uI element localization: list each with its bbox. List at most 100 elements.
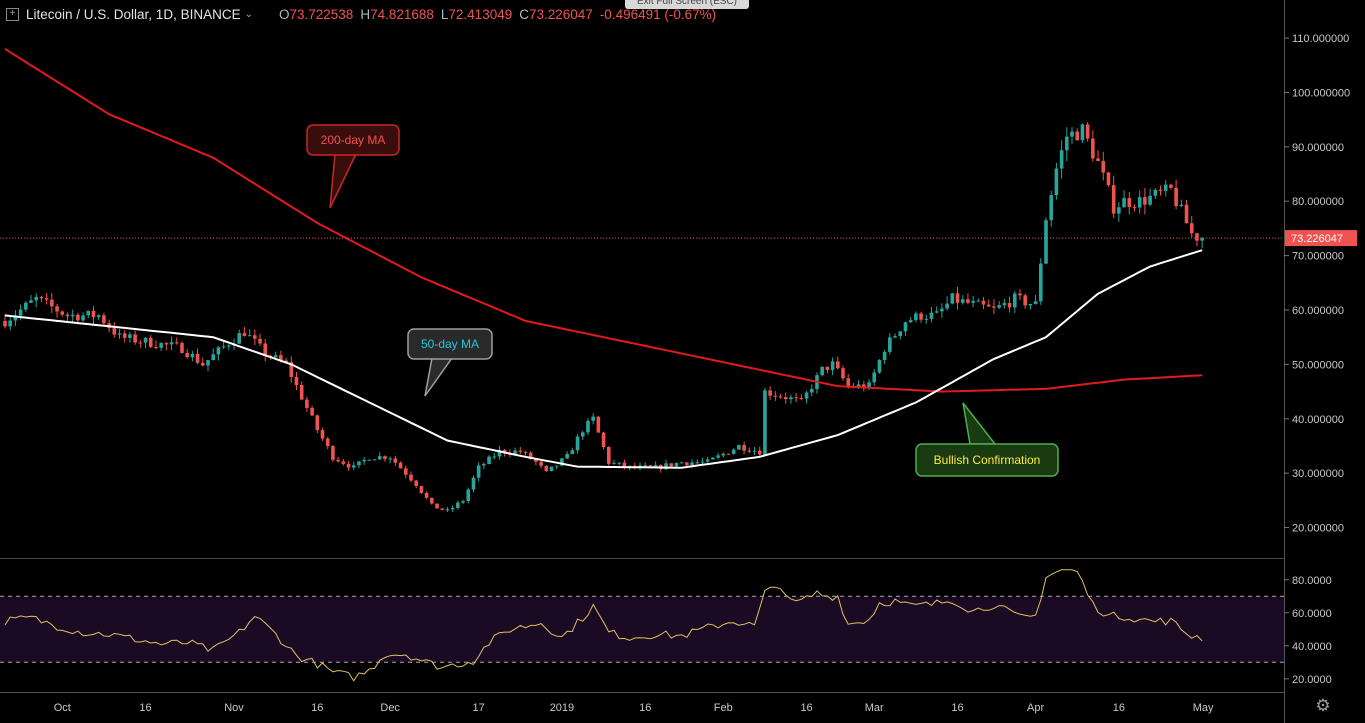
candle-body (763, 390, 767, 455)
candle-body (169, 342, 174, 345)
open-value: 73.722538 (289, 6, 354, 22)
candle-body (424, 492, 429, 498)
candle-body (643, 465, 648, 467)
candle-body (919, 313, 923, 320)
candle-body (966, 299, 970, 303)
candle-body (757, 450, 762, 455)
candle-body (789, 397, 793, 400)
candle-body (133, 334, 137, 343)
candle-body (372, 459, 377, 461)
candle-body (367, 459, 372, 461)
candle-body (617, 462, 621, 464)
candle-body (403, 468, 408, 475)
ma50-path (4, 249, 1203, 469)
candle-body (997, 305, 1001, 308)
candle-body (1174, 187, 1178, 207)
exit-fullscreen-button[interactable]: Exit Full Screen (ESC) (625, 0, 749, 9)
candle-body (872, 372, 877, 383)
candle-body (554, 465, 559, 467)
axes: 73.226047 110.000000 100.000000 90.000000 80… (54, 33, 1357, 714)
symbol-title[interactable]: Litecoin / U.S. Dollar, 1D, BINANCE (26, 6, 241, 22)
candle-body (955, 293, 960, 303)
candle-body (91, 310, 96, 318)
candle-body (622, 462, 627, 467)
candle-body (705, 459, 710, 462)
candle-body (159, 343, 163, 348)
candle-body (700, 461, 705, 463)
candle-body (679, 462, 684, 464)
candle-body (216, 347, 221, 355)
candle-body (393, 458, 398, 463)
candle-body (752, 450, 757, 452)
candle-body (570, 450, 575, 455)
candle-body (726, 453, 731, 455)
candle-body (29, 300, 33, 303)
candle-body (435, 503, 439, 509)
chevron-down-icon[interactable]: ⌄ (244, 8, 253, 20)
candle-body (96, 315, 101, 318)
candle-body (8, 320, 13, 327)
price-tick-label: 70.000000 (1292, 251, 1344, 263)
time-tick-label: 16 (639, 702, 651, 714)
candle-body (1111, 185, 1116, 214)
candle-body (1143, 197, 1147, 205)
candle-body (128, 334, 132, 338)
price-tick-label: 40.000000 (1292, 414, 1344, 426)
candle-body (362, 459, 366, 462)
candle-body (1018, 293, 1022, 296)
candle-body (1106, 172, 1111, 186)
candle-body (1148, 195, 1152, 205)
candle-body (143, 337, 148, 343)
candle-body (1023, 295, 1027, 306)
close-value: 73.226047 (528, 6, 593, 22)
annotation-label: 50-day MA (421, 337, 479, 351)
time-tick-label: 16 (800, 702, 812, 714)
candle-body (44, 298, 49, 300)
candle-body (1059, 150, 1064, 169)
candle-body (867, 382, 871, 389)
candle-body (148, 337, 153, 347)
candle-body (862, 384, 866, 389)
rsi-path (4, 569, 1203, 682)
candle-body (674, 463, 679, 467)
candle-body (65, 314, 70, 317)
candle-body (284, 360, 288, 363)
candle-body (341, 461, 346, 464)
candle-body (1012, 293, 1017, 308)
candle-body (591, 416, 595, 421)
candle-body (70, 314, 75, 317)
candle-body (3, 320, 7, 327)
price-tick-label: 20.000000 (1292, 523, 1344, 535)
rsi-tick-label: 20.0000 (1292, 674, 1332, 686)
time-tick-label: 2019 (550, 702, 574, 714)
annotation-box (915, 443, 1059, 477)
candle-body (325, 438, 330, 447)
candle-body (497, 449, 502, 457)
candle-body (549, 466, 554, 472)
candle-body (580, 432, 585, 437)
annotation-pointer (329, 153, 358, 209)
candle-body (461, 501, 465, 503)
time-tick-label: 16 (311, 702, 323, 714)
candle-body (388, 458, 392, 460)
plus-icon[interactable]: + (6, 7, 19, 21)
candle-body (185, 353, 189, 358)
candle-body (39, 296, 44, 299)
candle-body (846, 378, 851, 386)
candle-body (669, 463, 674, 467)
candle-body (1028, 303, 1033, 306)
candle-body (903, 322, 908, 332)
low-label: L (440, 6, 449, 22)
candle-body (419, 486, 424, 493)
candle-body (476, 465, 481, 478)
candle-body (690, 462, 694, 466)
gear-icon[interactable]: ⚙ (1315, 696, 1331, 715)
candle-body (898, 331, 903, 337)
candle-body (799, 398, 804, 400)
rsi-band (0, 595, 1284, 663)
candle-body (1049, 195, 1054, 221)
candle-body (783, 397, 788, 400)
candle-body (1070, 131, 1074, 137)
candle-body (950, 293, 955, 304)
